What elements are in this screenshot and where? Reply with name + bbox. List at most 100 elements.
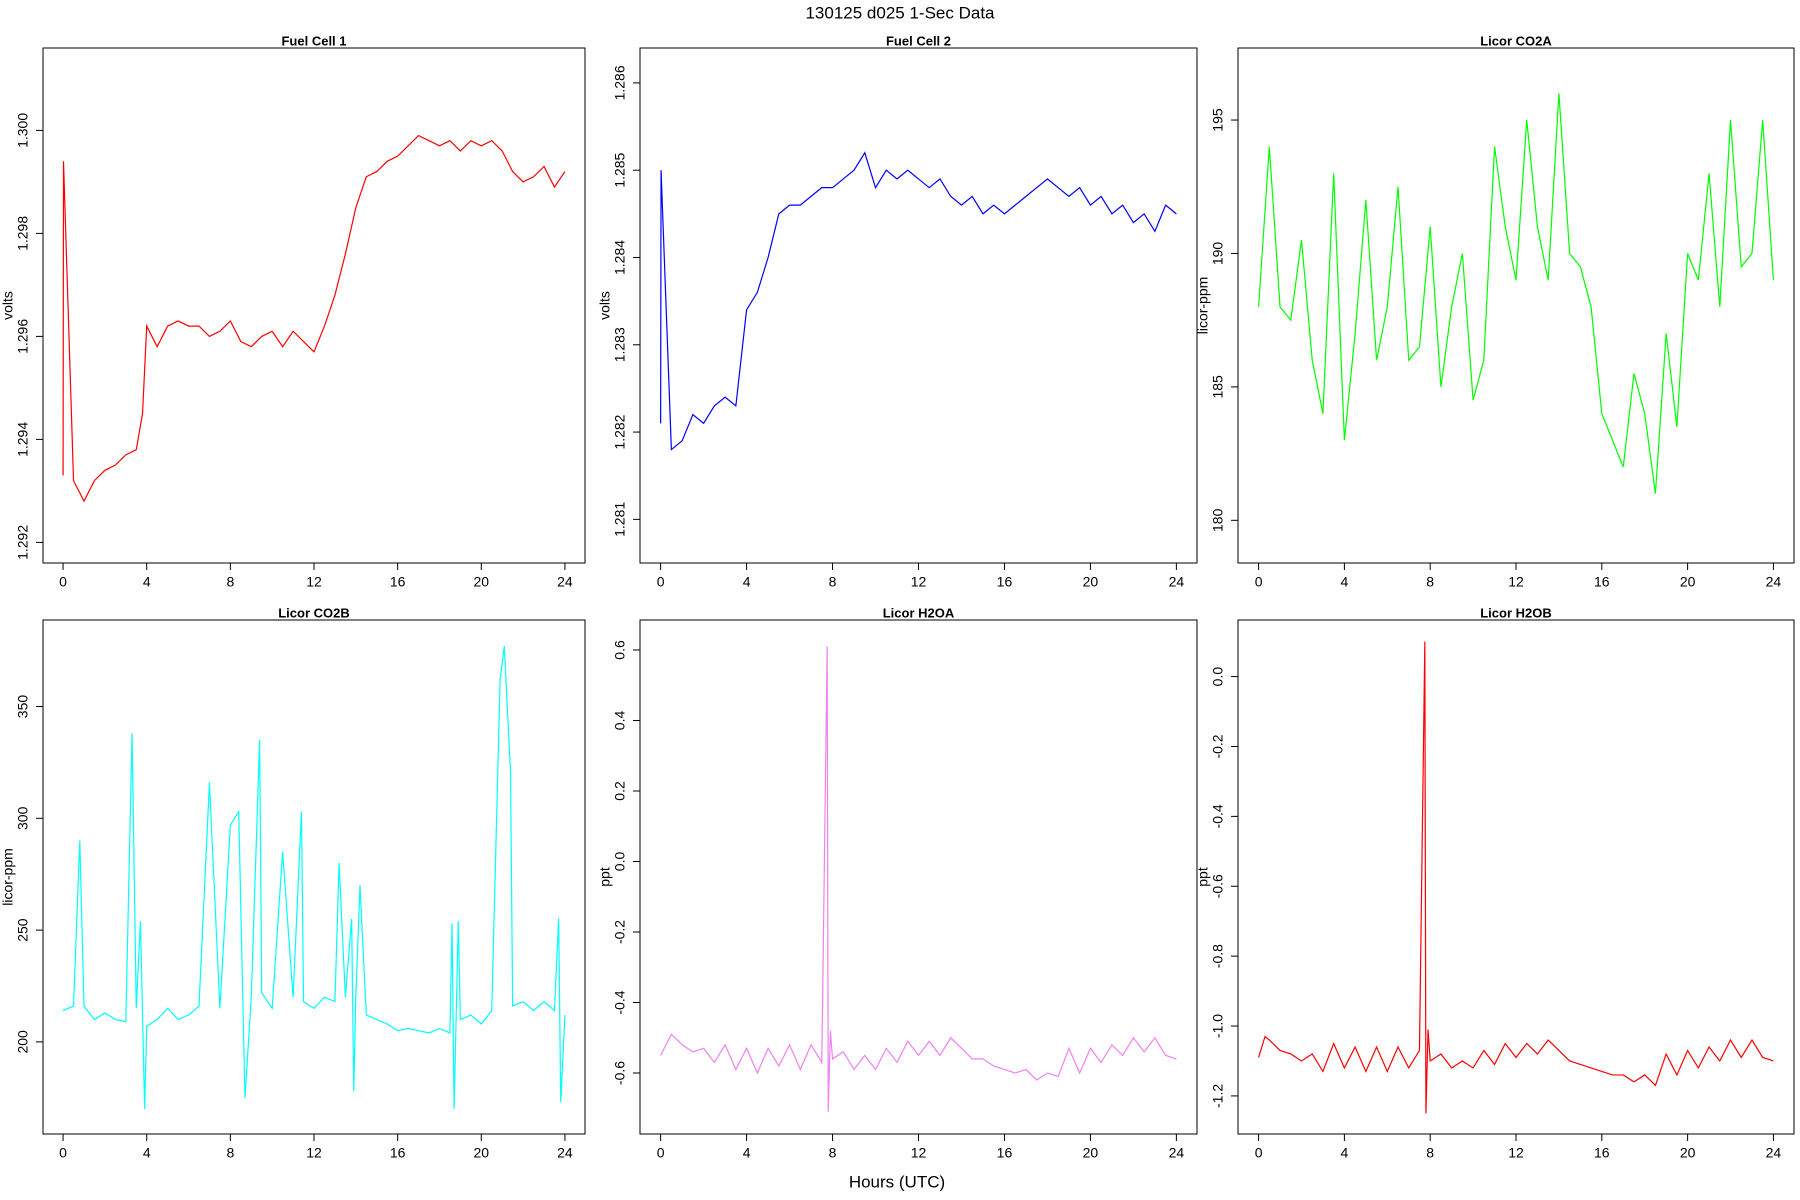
- x-tick-label: 20: [1680, 1145, 1696, 1161]
- y-tick-label: 1.281: [612, 502, 628, 537]
- plot-frame: [42, 619, 586, 1135]
- plot-area: [62, 134, 566, 503]
- plot-frame: [42, 47, 586, 564]
- panel-title: Licor H2OA: [883, 605, 955, 620]
- y-tick-label: 200: [15, 1030, 31, 1054]
- x-tick-label: 0: [59, 574, 67, 590]
- y-tick-label: 1.300: [15, 113, 31, 148]
- x-axis-label: Hours (UTC): [849, 1172, 945, 1191]
- plot-area: [1258, 641, 1774, 1114]
- x-tick-label: 8: [829, 1145, 837, 1161]
- plot-frame: [1237, 47, 1795, 564]
- x-tick-label: 12: [1508, 1145, 1524, 1161]
- x-tick-label: 20: [473, 1145, 489, 1161]
- y-axis-label: volts: [0, 291, 16, 320]
- x-tick-label: 8: [1426, 574, 1434, 590]
- x-tick-label: 8: [829, 574, 837, 590]
- y-tick-label: 0.6: [612, 640, 628, 660]
- plot-area: [660, 151, 1177, 451]
- x-tick-label: 20: [1083, 574, 1099, 590]
- x-tick-label: 8: [226, 1145, 234, 1161]
- y-tick-label: -0.2: [1210, 734, 1226, 758]
- plot-area: [1257, 93, 1775, 494]
- y-tick-label: 185: [1210, 375, 1226, 399]
- panel-title: Licor H2OB: [1480, 605, 1552, 620]
- y-tick-label: 180: [1210, 508, 1226, 532]
- y-tick-label: 0.2: [612, 781, 628, 801]
- x-tick-label: 12: [306, 574, 322, 590]
- y-tick-label: 1.298: [15, 216, 31, 251]
- y-tick-label: 1.284: [612, 240, 628, 275]
- plot-frame: [639, 619, 1198, 1135]
- y-tick-label: 1.286: [612, 65, 628, 100]
- y-tick-label: -1.0: [1210, 1014, 1226, 1038]
- y-axis-label: ppt: [597, 867, 613, 887]
- x-tick-label: 0: [1255, 574, 1263, 590]
- x-tick-label: 4: [1340, 574, 1348, 590]
- x-tick-label: 24: [557, 1145, 573, 1161]
- data-line: [62, 134, 566, 503]
- y-tick-label: -1.2: [1210, 1084, 1226, 1108]
- x-tick-label: 8: [1426, 1145, 1434, 1161]
- panel-title: Fuel Cell 2: [886, 33, 951, 48]
- panel-title: Licor CO2B: [278, 605, 350, 620]
- x-tick-label: 0: [657, 574, 665, 590]
- x-tick-label: 16: [997, 1145, 1013, 1161]
- x-tick-label: 4: [743, 574, 751, 590]
- y-axis-label: licor-ppm: [1195, 277, 1211, 335]
- x-tick-label: 16: [997, 574, 1013, 590]
- y-tick-label: 1.294: [15, 422, 31, 457]
- y-tick-label: 300: [15, 806, 31, 830]
- y-tick-label: 190: [1210, 242, 1226, 266]
- x-tick-label: 20: [1680, 574, 1696, 590]
- x-tick-label: 4: [1340, 1145, 1348, 1161]
- y-tick-label: -0.4: [612, 990, 628, 1014]
- x-tick-label: 24: [1169, 574, 1185, 590]
- figure-title: 130125 d025 1-Sec Data: [805, 3, 995, 22]
- x-tick-label: 0: [59, 1145, 67, 1161]
- x-tick-label: 8: [226, 574, 234, 590]
- panel-title: Licor CO2A: [1480, 33, 1552, 48]
- y-tick-label: -0.4: [1210, 804, 1226, 828]
- y-tick-label: -0.6: [1210, 874, 1226, 898]
- y-tick-label: 1.285: [612, 152, 628, 187]
- x-tick-label: 16: [1594, 574, 1610, 590]
- x-tick-label: 12: [911, 1145, 927, 1161]
- y-tick-label: 1.292: [15, 525, 31, 560]
- plot-frame: [1237, 619, 1795, 1135]
- y-tick-label: 250: [15, 918, 31, 942]
- x-tick-label: 12: [306, 1145, 322, 1161]
- y-axis-label: ppt: [1195, 867, 1211, 887]
- x-tick-label: 12: [911, 574, 927, 590]
- y-tick-label: -0.2: [612, 920, 628, 944]
- data-line: [62, 646, 566, 1109]
- data-line: [660, 151, 1177, 451]
- data-line: [660, 646, 1177, 1112]
- y-tick-label: 350: [15, 695, 31, 719]
- y-tick-label: -0.8: [1210, 944, 1226, 968]
- x-tick-label: 4: [143, 574, 151, 590]
- y-tick-label: 1.296: [15, 319, 31, 354]
- y-tick-label: 0.0: [612, 852, 628, 872]
- x-tick-label: 4: [143, 1145, 151, 1161]
- x-tick-label: 4: [743, 1145, 751, 1161]
- x-tick-label: 24: [1766, 1145, 1782, 1161]
- x-tick-label: 24: [557, 574, 573, 590]
- x-tick-label: 20: [473, 574, 489, 590]
- x-tick-label: 20: [1083, 1145, 1099, 1161]
- plot-area: [62, 646, 566, 1109]
- x-tick-label: 24: [1169, 1145, 1185, 1161]
- panel-title: Fuel Cell 1: [281, 33, 346, 48]
- data-line: [1258, 641, 1774, 1114]
- y-tick-label: 1.283: [612, 327, 628, 362]
- x-tick-label: 16: [1594, 1145, 1610, 1161]
- plot-area: [660, 646, 1177, 1112]
- y-axis-label: licor-ppm: [0, 848, 16, 906]
- plot-frame: [639, 47, 1198, 564]
- x-tick-label: 16: [390, 1145, 406, 1161]
- x-tick-label: 12: [1508, 574, 1524, 590]
- x-tick-label: 16: [390, 574, 406, 590]
- x-tick-label: 24: [1766, 574, 1782, 590]
- y-tick-label: 195: [1210, 108, 1226, 132]
